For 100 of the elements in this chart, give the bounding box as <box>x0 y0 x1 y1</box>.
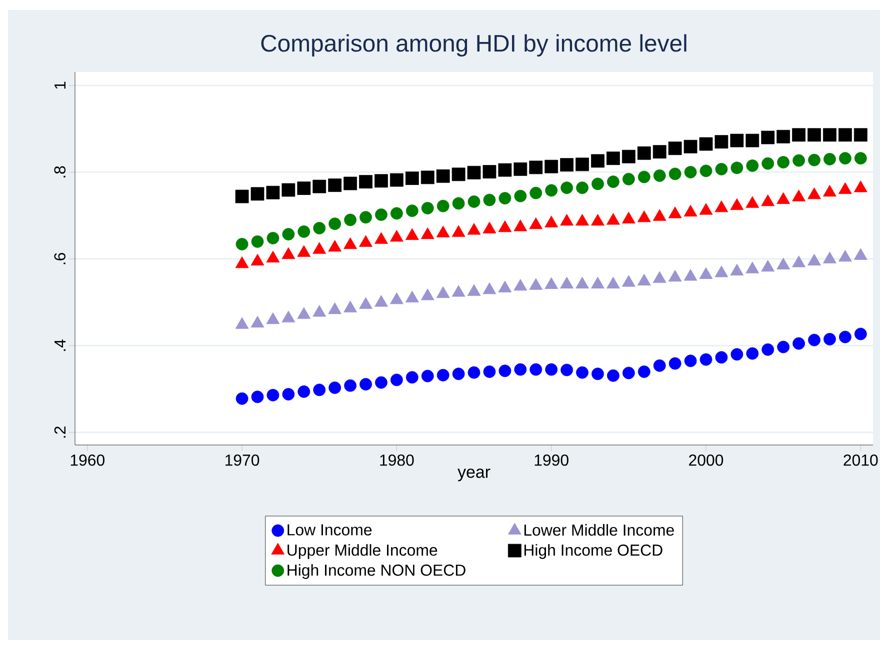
point <box>436 368 450 382</box>
point <box>236 238 248 250</box>
point <box>529 160 543 174</box>
point <box>250 187 264 201</box>
point <box>607 369 620 382</box>
point <box>762 157 774 170</box>
point <box>576 158 589 172</box>
point <box>576 182 588 194</box>
point <box>838 128 852 142</box>
y-tick-label: 1 <box>54 82 66 89</box>
point <box>700 164 712 178</box>
y-tick-label: .6 <box>54 252 66 264</box>
point <box>777 340 790 354</box>
point <box>668 357 682 370</box>
point <box>266 232 280 244</box>
x-tick-label: 1970 <box>226 454 260 466</box>
point <box>824 332 836 346</box>
point <box>297 182 311 195</box>
point <box>266 388 280 402</box>
point <box>653 359 666 372</box>
legend-label: Upper Middle Income <box>288 544 438 559</box>
point <box>776 130 790 144</box>
point <box>622 366 635 380</box>
point <box>420 170 434 184</box>
point <box>452 368 465 380</box>
point <box>467 166 481 180</box>
point <box>406 371 418 384</box>
point <box>514 190 527 202</box>
point <box>824 152 836 166</box>
x-tick-label: 1960 <box>70 454 104 466</box>
point <box>235 190 249 204</box>
point <box>653 169 666 182</box>
point <box>684 166 697 178</box>
point <box>823 128 836 142</box>
point <box>638 170 650 184</box>
point <box>668 168 682 180</box>
point <box>298 225 310 238</box>
point <box>637 146 651 160</box>
point <box>344 176 357 190</box>
point <box>854 152 867 165</box>
point <box>483 365 496 378</box>
point <box>421 202 434 214</box>
point <box>344 214 356 226</box>
point <box>452 168 466 182</box>
point <box>530 186 542 200</box>
point <box>545 363 558 376</box>
point <box>715 162 728 176</box>
point <box>390 207 403 220</box>
point <box>468 366 480 379</box>
point <box>328 218 342 230</box>
x-tick-label: 1990 <box>534 454 568 466</box>
point <box>591 154 604 168</box>
point <box>792 337 805 350</box>
point <box>390 173 404 187</box>
point <box>592 178 604 190</box>
point <box>436 169 450 183</box>
point <box>761 130 775 144</box>
point <box>715 351 728 364</box>
point <box>483 194 496 206</box>
point <box>468 195 480 208</box>
point <box>498 364 512 378</box>
point <box>498 192 512 204</box>
point <box>746 347 759 360</box>
y-tick-label: .4 <box>54 339 66 351</box>
point <box>808 154 820 166</box>
point <box>344 379 356 392</box>
point <box>838 152 852 165</box>
legend-label: High Income OECD <box>524 544 662 559</box>
point <box>838 330 852 344</box>
point <box>808 128 821 142</box>
point <box>360 211 372 224</box>
point <box>544 160 558 174</box>
point <box>606 152 620 166</box>
point <box>607 176 620 188</box>
point <box>421 370 434 382</box>
point <box>514 363 527 376</box>
point <box>251 390 264 404</box>
point <box>298 385 310 398</box>
point <box>777 156 790 168</box>
point <box>684 354 697 368</box>
point <box>282 183 296 197</box>
legend-label: Lower Middle Income <box>524 524 674 536</box>
point <box>592 368 604 380</box>
point <box>638 365 650 378</box>
point <box>359 175 372 188</box>
point <box>854 128 868 142</box>
chart-title: Comparison among HDI by income level <box>261 34 686 57</box>
legend-label: Low Income <box>288 524 372 536</box>
point <box>236 392 248 405</box>
point <box>560 158 574 172</box>
point <box>730 162 744 174</box>
point <box>792 128 806 142</box>
point <box>622 150 636 164</box>
point <box>374 174 388 188</box>
point <box>313 222 326 234</box>
point <box>375 376 388 389</box>
y-tick-label: .8 <box>54 166 66 178</box>
point <box>808 334 820 346</box>
point <box>436 200 450 212</box>
point <box>684 140 698 154</box>
